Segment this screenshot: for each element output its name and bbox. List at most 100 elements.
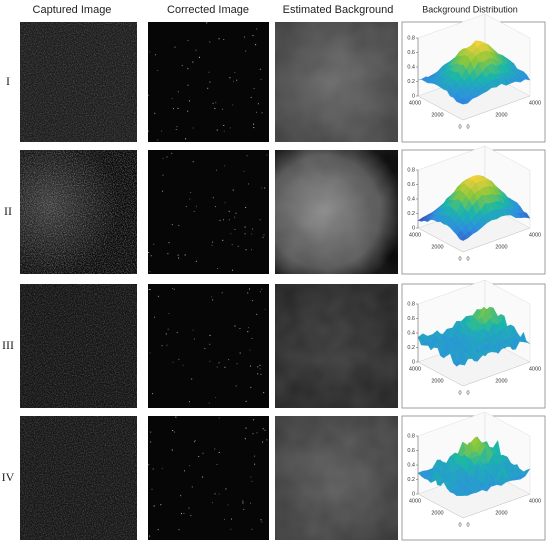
image-speck xyxy=(209,81,211,83)
image-speck xyxy=(166,344,168,346)
image-speck xyxy=(162,158,164,160)
image-speck xyxy=(224,165,226,167)
image-speck xyxy=(227,504,229,506)
image-speck xyxy=(181,65,183,67)
image-speck xyxy=(194,440,196,442)
image-speck xyxy=(153,243,155,245)
image-speck xyxy=(168,313,170,315)
z-tick-label: 0.6 xyxy=(407,448,415,454)
image-speck xyxy=(231,244,233,246)
image-speck xyxy=(198,56,200,58)
background-texture xyxy=(275,284,398,408)
column-header: Corrected Image xyxy=(167,4,249,16)
image-speck xyxy=(245,400,247,402)
image-speck xyxy=(266,439,268,441)
image-speck xyxy=(166,156,168,158)
image-speck xyxy=(161,130,163,132)
z-tick-label: 0.8 xyxy=(407,167,415,173)
corrected-image xyxy=(148,150,269,274)
image-speck xyxy=(247,331,249,333)
z-tick-label: 0.2 xyxy=(407,211,415,217)
image-speck xyxy=(232,189,234,191)
surface-patch xyxy=(459,98,469,105)
image-speck xyxy=(261,521,263,523)
image-speck xyxy=(208,71,210,73)
y-tick-label: 2000 xyxy=(495,378,507,384)
image-speck xyxy=(212,299,214,301)
image-speck xyxy=(247,183,249,185)
image-speck xyxy=(256,432,258,434)
image-speck xyxy=(214,493,216,495)
y-tick-label: 4000 xyxy=(529,498,541,504)
image-speck xyxy=(232,104,234,106)
image-speck xyxy=(195,260,197,262)
image-speck xyxy=(214,448,216,450)
image-speck xyxy=(222,239,224,241)
image-speck xyxy=(157,70,159,72)
z-tick-label: 0.4 xyxy=(407,330,415,336)
image-speck xyxy=(172,430,174,432)
image-speck xyxy=(162,190,164,192)
image-speck xyxy=(228,359,230,361)
image-speck xyxy=(223,124,225,126)
image-speck xyxy=(247,292,249,294)
row-label: II xyxy=(4,204,12,218)
image-speck xyxy=(215,397,217,399)
image-speck xyxy=(211,296,213,298)
image-speck xyxy=(160,504,162,506)
image-speck xyxy=(209,41,211,43)
image-speck xyxy=(243,170,245,172)
x-tick-label: 0 xyxy=(458,256,461,262)
image-speck xyxy=(184,254,186,256)
image-speck xyxy=(168,242,170,244)
row-label: III xyxy=(2,338,14,352)
image-speck xyxy=(195,49,197,51)
image-speck xyxy=(235,212,237,214)
image-speck xyxy=(244,36,246,38)
image-speck xyxy=(252,300,254,302)
row-label: IV xyxy=(2,470,15,484)
corrected-image xyxy=(148,416,269,540)
image-speck xyxy=(178,358,180,360)
image-speck xyxy=(251,233,253,235)
image-speck xyxy=(256,28,258,30)
image-speck xyxy=(262,428,264,430)
image-speck xyxy=(239,352,241,354)
row-label: I xyxy=(6,74,10,88)
image-speck xyxy=(256,111,258,113)
image-speck xyxy=(261,112,263,114)
x-tick-label: 0 xyxy=(458,390,461,396)
image-speck xyxy=(173,108,175,110)
image-speck xyxy=(154,54,156,56)
image-speck xyxy=(215,102,217,104)
image-speck xyxy=(249,288,251,290)
y-tick-label: 0 xyxy=(466,256,469,262)
z-tick-label: 0.2 xyxy=(407,79,415,85)
image-speck xyxy=(216,366,218,368)
z-tick-label: 0.4 xyxy=(407,64,415,70)
image-speck xyxy=(257,366,259,368)
image-speck xyxy=(177,254,179,256)
y-tick-label: 0 xyxy=(466,124,469,130)
image-speck xyxy=(150,431,152,433)
image-speck xyxy=(148,289,150,291)
image-speck xyxy=(214,108,216,110)
image-speck xyxy=(259,219,261,221)
image-speck xyxy=(202,476,204,478)
image-speck xyxy=(216,129,218,131)
image-speck xyxy=(158,295,160,297)
image-speck xyxy=(148,464,150,466)
image-speck xyxy=(176,332,178,334)
image-speck xyxy=(218,451,220,453)
image-speck xyxy=(250,249,252,251)
image-speck xyxy=(224,366,226,368)
z-tick-label: 0.6 xyxy=(407,50,415,56)
image-speck xyxy=(243,508,245,510)
corrected-image xyxy=(148,22,269,142)
y-tick-label: 4000 xyxy=(529,366,541,372)
y-tick-label: 4000 xyxy=(529,100,541,106)
image-speck xyxy=(207,87,209,89)
image-speck xyxy=(256,313,258,315)
image-speck xyxy=(253,87,255,89)
